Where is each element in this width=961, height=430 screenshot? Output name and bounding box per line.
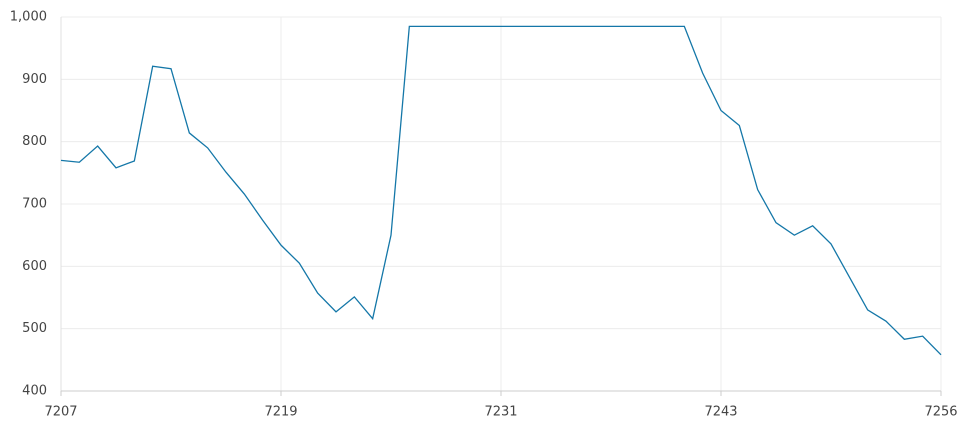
y-tick-label: 600 [22,259,47,274]
y-tick-label: 800 [22,134,47,149]
x-tick-label: 7219 [264,405,297,420]
x-tick-label: 7207 [44,405,77,420]
line [60,25,942,356]
y-tick-label: 500 [22,321,47,336]
y-tick-label: 900 [22,72,47,87]
x-tick-label: 7243 [704,405,737,420]
x-tick-label: 7256 [924,405,957,420]
y-tick-label: 400 [22,384,47,399]
x-tick-label: 7231 [484,405,517,420]
y-tick-label: 700 [22,197,47,212]
y-tick-label: 1,000 [10,10,47,25]
